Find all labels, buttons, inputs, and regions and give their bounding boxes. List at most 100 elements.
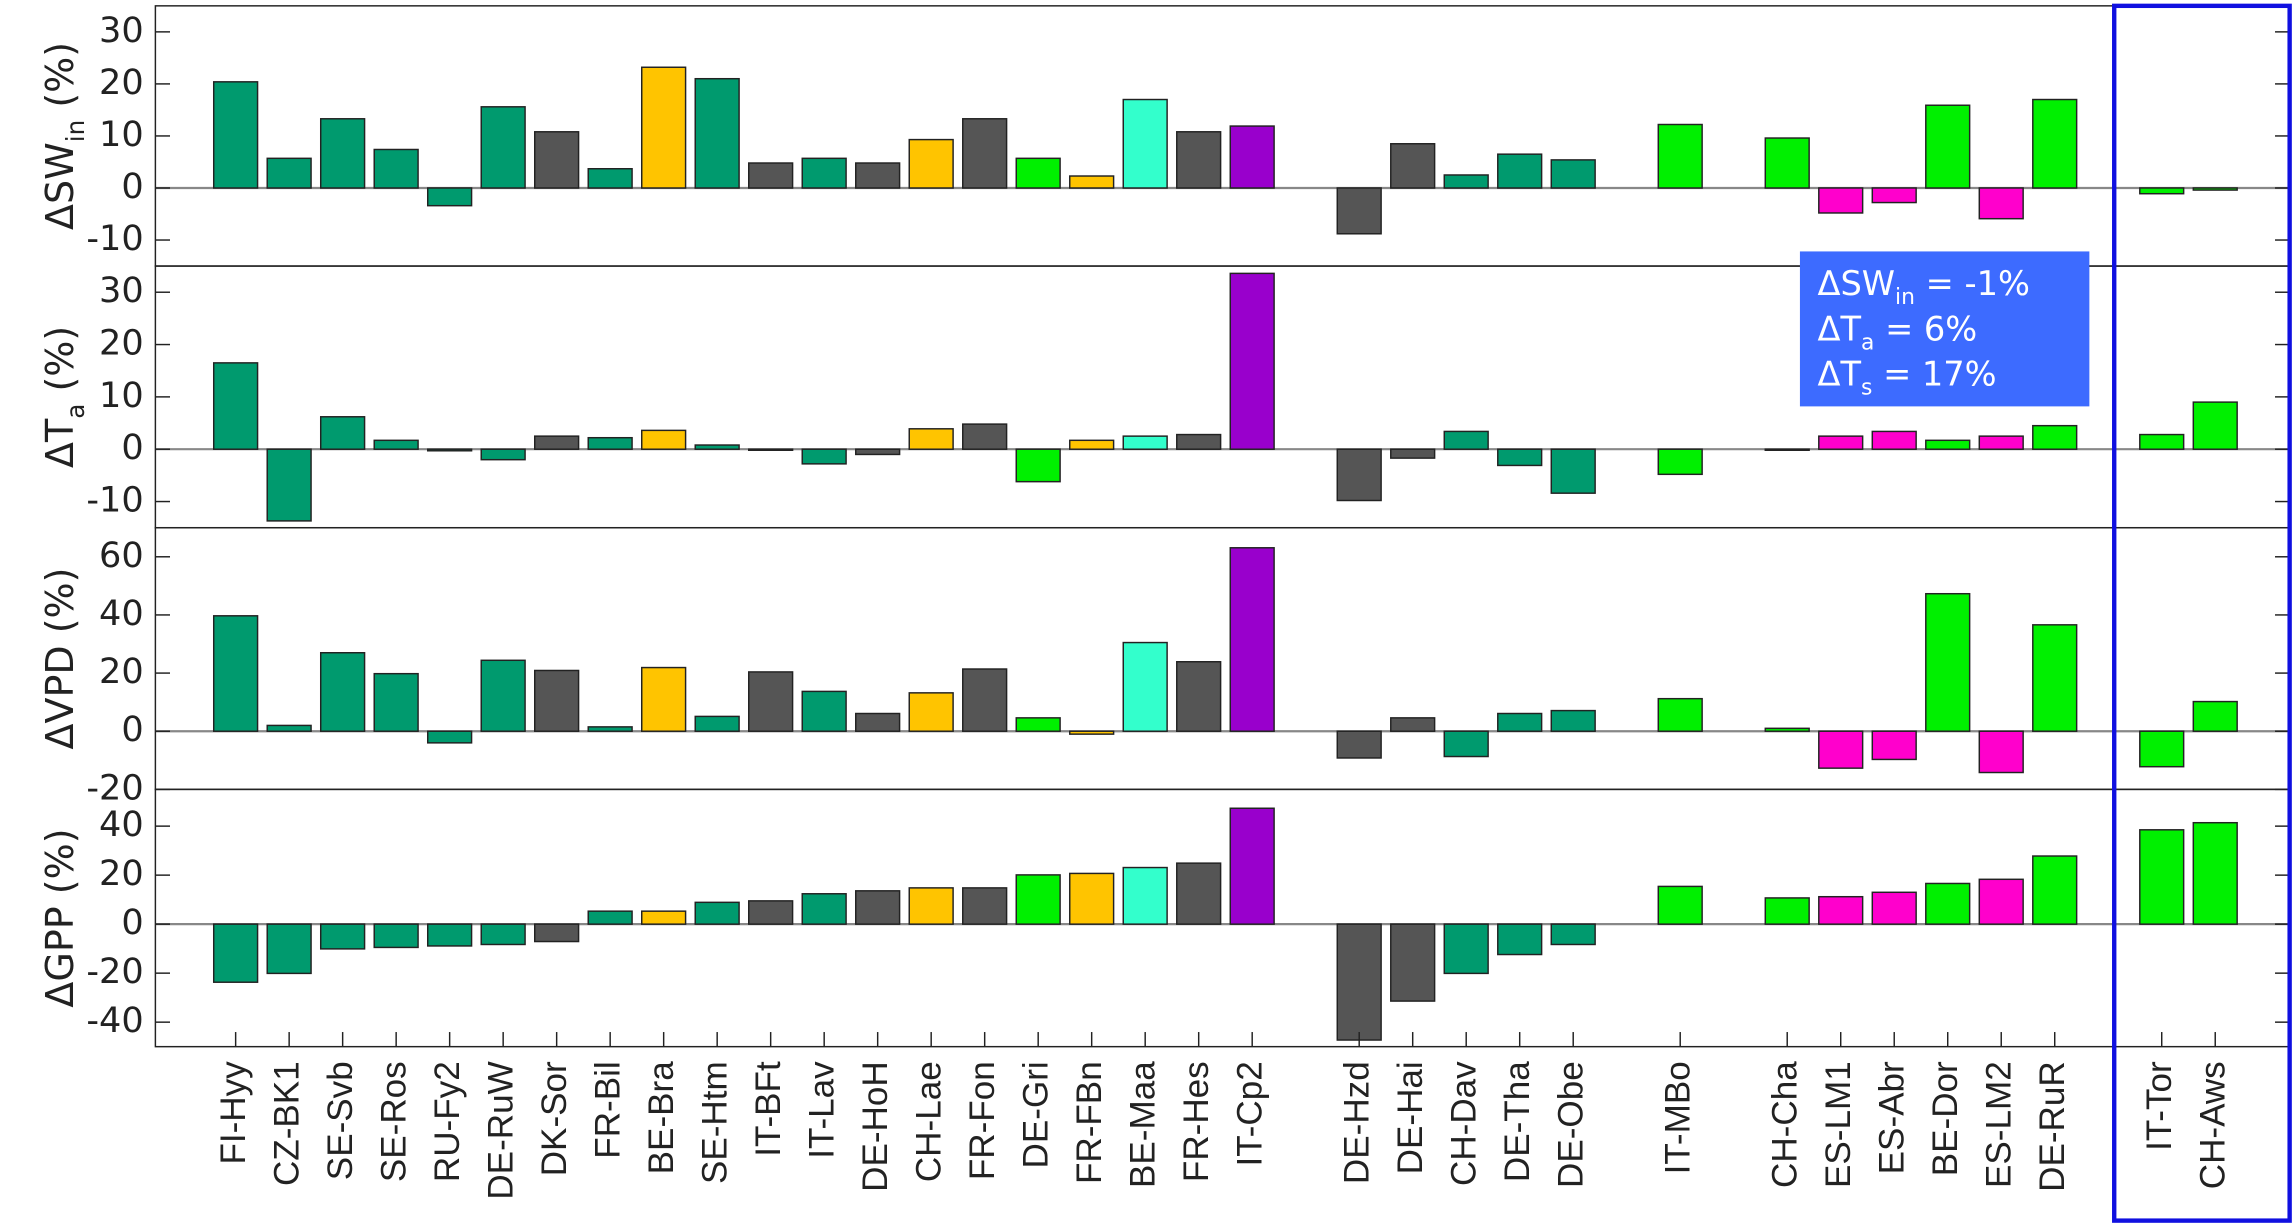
y-tick-label: 10 [99,375,144,416]
y-axis-label: ΔSWin (%) [37,42,89,230]
bar [373,148,419,189]
bar [1069,872,1115,925]
x-tick-label: DK-Sor [535,1061,574,1176]
bar [1764,727,1810,732]
bar [534,923,580,943]
bar [373,923,419,949]
bar [641,429,687,450]
y-axis-label-part: ΔT [37,418,81,468]
bar [1550,159,1596,189]
bar [480,659,526,732]
x-tick-label: IT-Lav [802,1061,841,1159]
bar [1497,923,1543,956]
bar [266,448,312,522]
bar [1497,712,1543,732]
annotation-line-part: s [1861,375,1872,400]
y-tick-label: 0 [121,166,143,207]
bar [1176,131,1222,189]
bar [1229,547,1275,732]
bar [855,712,901,732]
bar [587,436,633,450]
bar [1657,885,1703,925]
y-tick-label: 10 [99,114,144,155]
bar [1978,187,2024,220]
bar [1176,862,1222,925]
annotation-line: ΔSWin = -1% [1817,264,2029,310]
x-tick-label: BE-Dor [1926,1061,1965,1176]
y-tick-label: -40 [86,1000,143,1041]
bar [1978,878,2024,925]
bar [641,666,687,732]
x-tick-label: ES-Abr [1872,1061,1911,1174]
x-tick-label: FR-Bil [588,1061,627,1158]
x-tick-label: DE-Obe [1551,1061,1590,1188]
bar [748,448,794,451]
x-tick-label: CH-Cha [1765,1061,1804,1188]
annotation-line-part: ΔT [1817,354,1861,393]
bar [2032,855,2078,925]
bar [480,106,526,189]
x-tick-label: RU-Fy2 [428,1061,467,1182]
x-tick-label: DE-Hai [1391,1061,1430,1174]
bar [801,448,847,465]
bar [2192,401,2238,450]
bar [2139,433,2185,450]
bar [1229,807,1275,925]
bar [1871,730,1917,761]
x-tick-label: FR-Fon [963,1061,1002,1180]
bar [801,690,847,732]
bar [2192,821,2238,925]
annotation-line-part: ΔT [1817,309,1861,348]
y-axis-label: ΔTa (%) [37,326,89,468]
bar [1069,175,1115,189]
y-tick-label: 0 [121,902,143,943]
y-axis-label-part: in [60,120,89,143]
bar [1122,641,1168,732]
bar [2192,700,2238,732]
bar [1871,430,1917,450]
y-tick-label: 0 [121,427,143,468]
bar [1818,895,1864,925]
bar [1069,439,1115,450]
bar [908,692,954,732]
bar [1336,923,1382,1041]
x-tick-label: FR-Hes [1177,1061,1216,1182]
x-tick-label: SE-Ros [374,1061,413,1182]
bar [641,910,687,925]
y-tick-label: 40 [99,593,144,634]
bar [534,669,580,732]
x-tick-label: DE-RuR [2033,1061,2072,1192]
bar [587,910,633,925]
x-tick-label: DE-RuW [481,1061,520,1199]
x-tick-label: SE-Htm [695,1061,734,1184]
y-tick-label: 30 [99,10,144,51]
y-tick-label: 20 [99,853,144,894]
bar [1122,435,1168,450]
y-axis-label: ΔVPD (%) [37,568,81,750]
x-tick-label: DE-Tha [1498,1061,1537,1182]
bar [1069,730,1115,735]
bar [694,715,740,732]
bar [1229,125,1275,189]
bar [1657,697,1703,732]
bar [962,118,1008,189]
y-tick-label: 20 [99,323,144,364]
bar [587,168,633,189]
bar [1818,187,1864,214]
y-tick-label: 60 [99,535,144,576]
bar [319,652,366,732]
x-tick-label: DE-Hzd [1337,1061,1376,1184]
annotation-line-part: = 6% [1874,309,1977,348]
y-axis-label-part: ΔGPP (%) [37,828,81,1007]
bar [748,671,794,732]
x-tick-label: CH-Lae [909,1061,948,1182]
bar [1122,98,1168,189]
y-tick-label: -20 [86,767,143,808]
y-axis-label-part: (%) [37,326,81,404]
bar [319,118,366,189]
bar [1764,137,1810,189]
bar [266,157,312,189]
bar [962,887,1008,925]
bar [1818,730,1864,769]
bar [908,887,954,925]
